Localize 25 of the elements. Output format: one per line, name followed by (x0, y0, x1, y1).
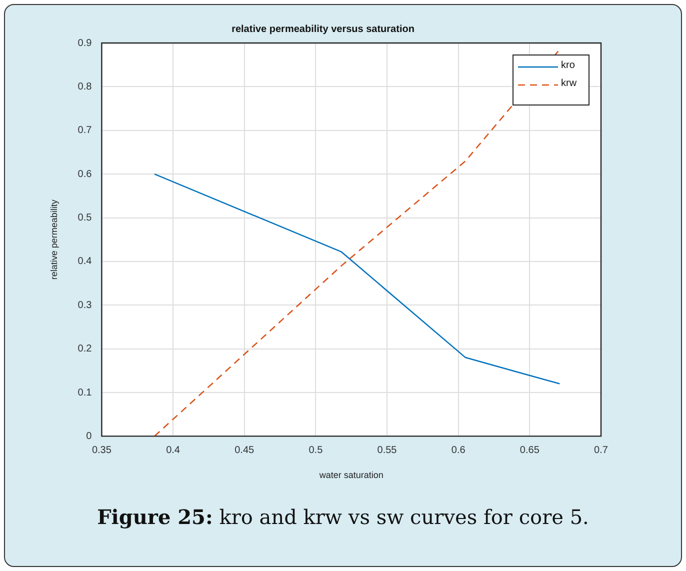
caption: Figure 25: kro and krw vs sw curves for core 5. (96, 505, 590, 529)
y-tick-label: 0.5 (78, 212, 92, 224)
y-tick-label: 0.1 (78, 387, 92, 398)
x-tick-label: 0.55 (377, 444, 398, 456)
x-tick-label: 0.6 (451, 444, 466, 456)
y-tick-label: 0.9 (78, 38, 92, 49)
y-tick-label: 0.6 (78, 168, 92, 180)
y-tick-label: 0.8 (78, 81, 92, 92)
y-tick-label: 0.4 (78, 256, 92, 268)
x-tick-label: 0.35 (92, 444, 112, 456)
x-tick-label: 0.7 (594, 444, 608, 456)
x-axis-title: water saturation (318, 470, 384, 480)
y-axis-title: relative permeability (48, 199, 59, 280)
x-tick-label: 0.65 (520, 444, 540, 456)
legend-label: kro (561, 60, 576, 71)
x-tick-label: 0.5 (308, 444, 324, 456)
chart-title: relative permeability versus saturation (232, 24, 414, 35)
line-series (154, 48, 560, 436)
y-tick-label: 0.3 (78, 300, 92, 311)
y-tick-label: 0 (86, 430, 92, 442)
legend-label: krw (561, 78, 578, 89)
x-tick-label: 0.4 (166, 444, 180, 456)
y-tick-label: 0.7 (78, 125, 92, 136)
x-tick-label: 0.45 (234, 444, 255, 456)
y-tick-label: 0.2 (78, 344, 92, 355)
